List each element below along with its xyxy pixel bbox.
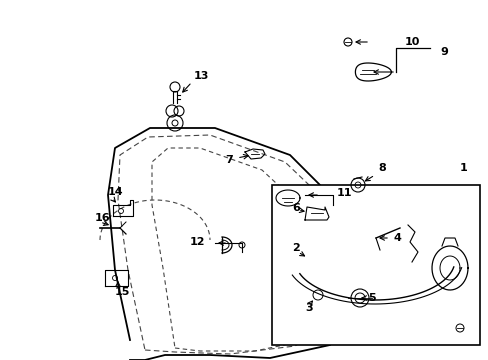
Text: 8: 8	[377, 163, 385, 173]
Text: 9: 9	[439, 47, 447, 57]
Text: 6: 6	[291, 203, 299, 213]
Text: 10: 10	[404, 37, 420, 47]
Text: 3: 3	[305, 303, 312, 313]
Text: 2: 2	[291, 243, 299, 253]
Text: 12: 12	[190, 237, 205, 247]
Text: 15: 15	[115, 287, 130, 297]
Text: 1: 1	[459, 163, 467, 173]
Text: 14: 14	[108, 187, 123, 197]
Text: 7: 7	[224, 155, 232, 165]
Text: 16: 16	[95, 213, 110, 223]
Text: 11: 11	[336, 188, 352, 198]
Text: 5: 5	[367, 293, 375, 303]
Text: 13: 13	[194, 71, 209, 81]
Bar	[271, 185, 479, 345]
Text: 4: 4	[392, 233, 400, 243]
